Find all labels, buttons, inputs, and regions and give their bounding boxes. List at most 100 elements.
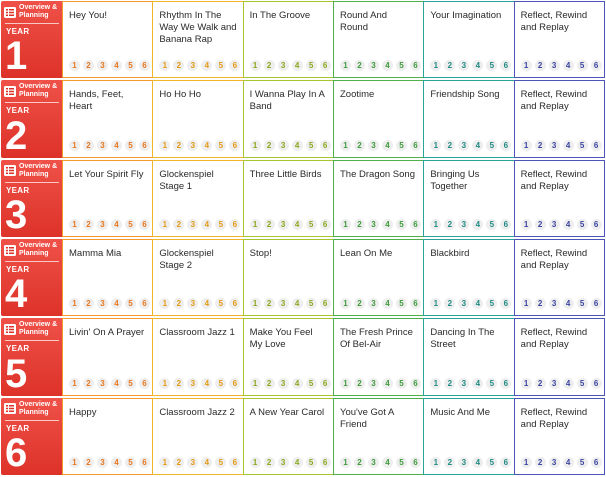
step-button[interactable]: 5 — [215, 457, 227, 468]
step-button[interactable]: 3 — [548, 298, 560, 310]
step-button[interactable]: 5 — [396, 60, 407, 72]
step-button[interactable]: 3 — [97, 377, 108, 389]
step-button[interactable]: 5 — [396, 377, 407, 389]
unit-card[interactable]: Reflect, Rewind and Replay 1 2 3 4 5 6 — [513, 397, 605, 475]
step-button[interactable]: 2 — [173, 60, 185, 72]
unit-title[interactable]: Your Imagination — [430, 10, 502, 21]
unit-card[interactable]: Reflect, Rewind and Replay 1 2 3 4 5 6 — [513, 159, 605, 237]
unit-card[interactable]: Reflect, Rewind and Replay 1 2 3 4 5 6 — [513, 318, 605, 396]
step-button[interactable]: 4 — [111, 377, 122, 389]
step-button[interactable]: 5 — [576, 219, 588, 230]
step-button[interactable]: 5 — [125, 139, 136, 151]
step-button[interactable]: 4 — [472, 457, 484, 468]
step-button[interactable]: 4 — [111, 139, 122, 151]
unit-title[interactable]: Three Little Birds — [249, 168, 322, 180]
step-button[interactable]: 3 — [187, 60, 199, 72]
step-button[interactable]: 1 — [249, 298, 261, 310]
step-button[interactable]: 1 — [340, 60, 351, 72]
unit-title[interactable]: Reflect, Rewind and Replay — [520, 248, 588, 271]
step-button[interactable]: 1 — [159, 219, 171, 230]
step-button[interactable]: 6 — [590, 377, 602, 389]
step-button[interactable]: 6 — [319, 457, 331, 468]
step-button[interactable]: 6 — [410, 457, 421, 468]
step-button[interactable]: 3 — [187, 377, 199, 389]
unit-card[interactable]: Hey You! 1 2 3 4 5 6 — [62, 1, 154, 79]
step-button[interactable]: 3 — [97, 298, 108, 310]
unit-title[interactable]: Livin' On A Prayer — [69, 327, 145, 339]
step-button[interactable]: 5 — [125, 60, 136, 72]
step-button[interactable]: 1 — [69, 377, 80, 389]
step-button[interactable]: 3 — [97, 457, 108, 468]
unit-title[interactable]: A New Year Carol — [249, 406, 325, 418]
step-button[interactable]: 1 — [159, 298, 171, 310]
step-button[interactable]: 6 — [139, 139, 150, 151]
step-button[interactable]: 1 — [249, 219, 261, 230]
step-button[interactable]: 5 — [305, 298, 317, 310]
step-button[interactable]: 4 — [472, 219, 484, 230]
step-button[interactable]: 2 — [534, 60, 546, 72]
unit-title[interactable]: Glockenspiel Stage 1 — [159, 168, 214, 192]
unit-card[interactable]: Friendship Song 1 2 3 4 5 6 — [423, 80, 515, 158]
step-button[interactable]: 5 — [305, 60, 317, 72]
unit-card[interactable]: The Dragon Song 1 2 3 4 5 6 — [333, 159, 425, 237]
unit-title[interactable]: Let Your Spirit Fly — [69, 168, 144, 180]
step-button[interactable]: 5 — [125, 219, 136, 230]
step-button[interactable]: 5 — [486, 60, 498, 72]
step-button[interactable]: 6 — [410, 219, 421, 230]
unit-card[interactable]: In The Groove 1 2 3 4 5 6 — [242, 1, 334, 79]
step-button[interactable]: 5 — [215, 139, 227, 151]
step-button[interactable]: 5 — [215, 60, 227, 72]
step-button[interactable]: 3 — [97, 60, 108, 72]
step-button[interactable]: 4 — [562, 298, 574, 310]
step-button[interactable]: 3 — [458, 457, 470, 468]
step-button[interactable]: 5 — [576, 377, 588, 389]
unit-title[interactable]: Hey You! — [69, 10, 108, 21]
year-card-3[interactable]: Overview & Planning YEAR 3 — [1, 159, 63, 237]
step-button[interactable]: 5 — [486, 139, 498, 151]
step-button[interactable]: 3 — [97, 219, 108, 230]
step-button[interactable]: 1 — [249, 139, 261, 151]
unit-card[interactable]: A New Year Carol 1 2 3 4 5 6 — [242, 397, 334, 475]
step-button[interactable]: 2 — [534, 298, 546, 310]
unit-card[interactable]: Reflect, Rewind and Replay 1 2 3 4 5 6 — [513, 80, 605, 158]
step-button[interactable]: 6 — [410, 298, 421, 310]
step-button[interactable]: 1 — [249, 377, 261, 389]
step-button[interactable]: 5 — [305, 457, 317, 468]
unit-title[interactable]: You've Got A Friend — [340, 406, 394, 430]
step-button[interactable]: 4 — [472, 139, 484, 151]
step-button[interactable]: 6 — [319, 298, 331, 310]
unit-card[interactable]: Round And Round 1 2 3 4 5 6 — [333, 1, 425, 79]
step-button[interactable]: 1 — [340, 219, 351, 230]
step-button[interactable]: 3 — [458, 377, 470, 389]
unit-title[interactable]: Mamma Mia — [69, 248, 122, 259]
unit-title[interactable]: Reflect, Rewind and Replay — [520, 406, 588, 430]
step-button[interactable]: 1 — [249, 457, 261, 468]
step-button[interactable]: 6 — [139, 457, 150, 468]
step-button[interactable]: 3 — [368, 457, 379, 468]
step-button[interactable]: 5 — [396, 298, 407, 310]
step-button[interactable]: 4 — [111, 298, 122, 310]
step-button[interactable]: 2 — [354, 298, 365, 310]
step-button[interactable]: 3 — [368, 60, 379, 72]
step-button[interactable]: 4 — [291, 298, 303, 310]
unit-title[interactable]: Hands, Feet, Heart — [69, 89, 124, 113]
step-button[interactable]: 6 — [319, 60, 331, 72]
step-button[interactable]: 1 — [430, 298, 442, 310]
step-button[interactable]: 4 — [291, 457, 303, 468]
overview-planning-link[interactable]: Overview & Planning — [1, 398, 63, 417]
step-button[interactable]: 4 — [201, 60, 213, 72]
step-button[interactable]: 5 — [125, 298, 136, 310]
unit-title[interactable]: Glockenspiel Stage 2 — [159, 248, 214, 271]
step-button[interactable]: 2 — [83, 377, 94, 389]
step-button[interactable]: 4 — [382, 60, 393, 72]
step-button[interactable]: 6 — [500, 139, 512, 151]
step-button[interactable]: 1 — [520, 298, 532, 310]
step-button[interactable]: 6 — [410, 377, 421, 389]
step-button[interactable]: 3 — [368, 219, 379, 230]
step-button[interactable]: 6 — [229, 298, 241, 310]
step-button[interactable]: 2 — [444, 60, 456, 72]
unit-card[interactable]: Make You Feel My Love 1 2 3 4 5 6 — [242, 318, 334, 396]
step-button[interactable]: 4 — [382, 457, 393, 468]
unit-title[interactable]: Zootime — [340, 89, 375, 101]
